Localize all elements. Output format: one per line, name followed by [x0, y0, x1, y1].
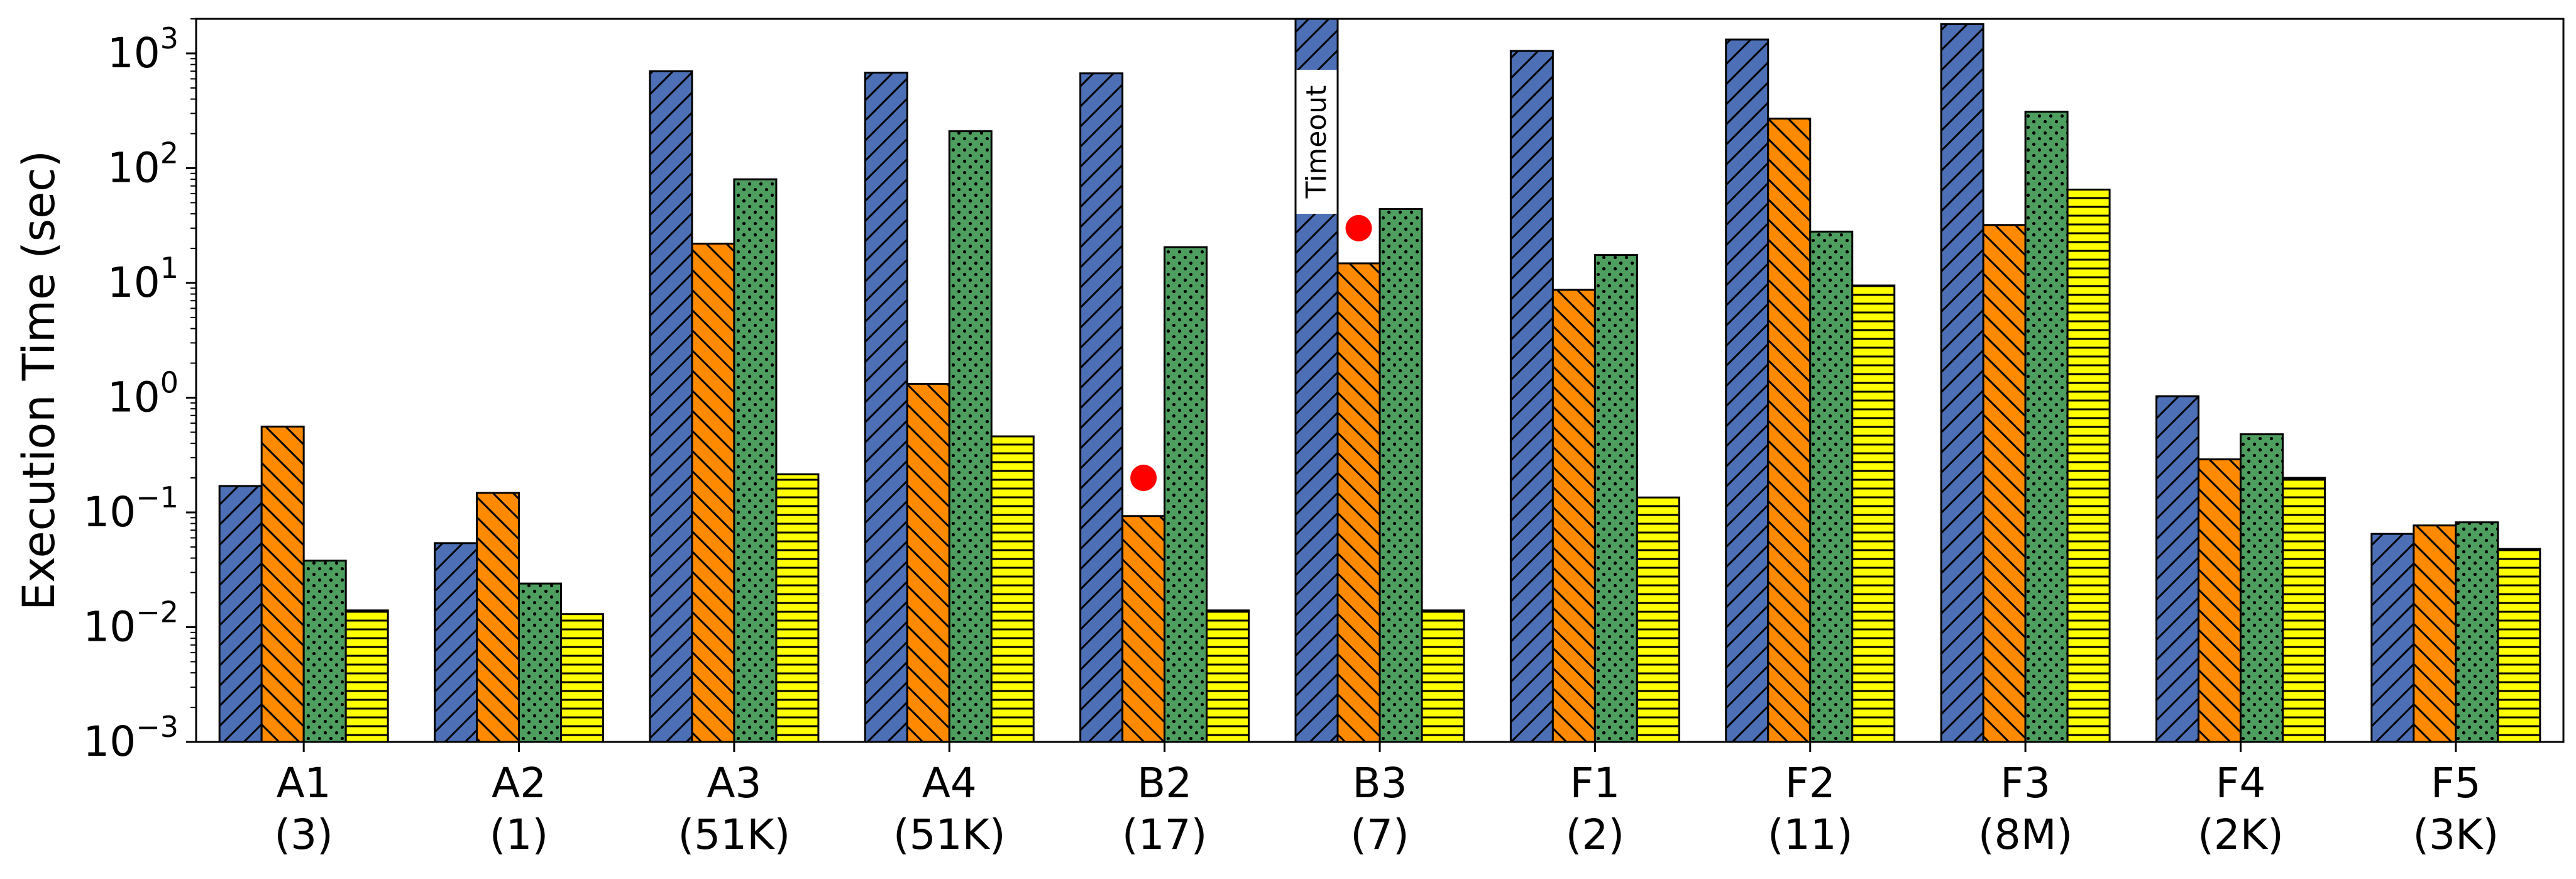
bar-a1-series-2 [260, 425, 305, 743]
bar-a2-series-1 [434, 542, 478, 743]
category-label: B3 [1352, 759, 1407, 807]
bar-b3-series-3 [1379, 208, 1423, 743]
bar-a2-series-4 [560, 613, 605, 743]
marker-b3 [1345, 214, 1372, 241]
timeout-label-box [1296, 69, 1337, 214]
marker-layer [1130, 214, 1372, 492]
category-sublabel: (51K) [893, 810, 1006, 859]
bar-a2-series-3 [518, 582, 563, 743]
bar-f5-series-3 [2455, 521, 2499, 743]
bar-b2-series-3 [1164, 246, 1208, 743]
category-label: F4 [2215, 759, 2265, 807]
bar-f2-series-4 [1851, 284, 1896, 743]
category-label: A2 [492, 759, 546, 807]
bar-b2-series-2 [1121, 515, 1166, 743]
bar-f3-series-1 [1940, 23, 1984, 743]
bar-f3-series-3 [2024, 111, 2069, 743]
category-label: A1 [277, 759, 331, 807]
axes-layer: 10−310−210−1100101102103A1(3)A2(1)A3(51K… [13, 18, 2565, 859]
bar-f1-series-2 [1551, 289, 1596, 743]
bar-f5-series-2 [2413, 524, 2457, 743]
category-sublabel: (3K) [2413, 810, 2499, 859]
bars-layer [218, 18, 2541, 743]
bar-b2-series-1 [1079, 72, 1124, 743]
category-label: A3 [707, 759, 761, 807]
bar-a4-series-2 [906, 382, 950, 743]
category-label: B2 [1137, 759, 1192, 807]
bar-f2-series-2 [1767, 118, 1812, 743]
category-sublabel: (2) [1566, 810, 1625, 859]
bar-a3-series-4 [775, 473, 820, 743]
bar-a1-series-3 [302, 560, 347, 743]
bar-a3-series-1 [649, 70, 693, 743]
bar-a4-series-4 [990, 435, 1035, 743]
category-sublabel: (3) [274, 810, 333, 859]
bar-a3-series-2 [691, 242, 735, 743]
bar-f3-series-2 [1982, 224, 2027, 743]
bar-f4-series-3 [2239, 433, 2284, 743]
y-tick-label: 102 [107, 136, 179, 192]
y-tick-label: 100 [107, 365, 179, 421]
category-label: F1 [1570, 759, 1620, 807]
category-sublabel: (7) [1350, 810, 1409, 859]
bar-f5-series-1 [2370, 533, 2415, 743]
bar-a3-series-3 [733, 178, 778, 743]
annotation-layer: Timeout [1296, 69, 1337, 214]
bar-b3-series-2 [1336, 262, 1381, 743]
category-label: F3 [2000, 759, 2050, 807]
bar-b2-series-4 [1206, 609, 1250, 743]
category-sublabel: (11) [1768, 810, 1852, 859]
bar-f1-series-4 [1636, 496, 1680, 743]
category-sublabel: (51K) [678, 810, 791, 859]
bar-f1-series-3 [1593, 254, 1638, 743]
timeout-annotation: Timeout [1301, 86, 1333, 199]
bar-f5-series-4 [2497, 548, 2541, 743]
y-tick-label: 10−3 [83, 710, 179, 766]
y-axis-label: Execution Time (sec) [13, 150, 65, 611]
marker-b2 [1130, 465, 1157, 492]
bar-a4-series-3 [948, 130, 993, 743]
bar-f1-series-1 [1509, 50, 1554, 743]
bar-f2-series-3 [1809, 230, 1854, 743]
bar-a4-series-1 [864, 72, 908, 743]
bar-a1-series-4 [344, 609, 389, 743]
bar-f4-series-1 [2155, 395, 2199, 743]
category-label: F5 [2431, 759, 2481, 807]
bar-f4-series-2 [2197, 458, 2242, 743]
y-tick-label: 103 [107, 21, 179, 77]
bar-a2-series-2 [476, 492, 520, 743]
bar-f3-series-4 [2066, 189, 2111, 743]
bar-f4-series-4 [2281, 477, 2326, 743]
category-sublabel: (2K) [2198, 810, 2284, 859]
category-label: A4 [922, 759, 977, 807]
bar-a1-series-1 [218, 485, 263, 743]
category-sublabel: (8M) [1978, 810, 2072, 859]
bar-f2-series-1 [1725, 38, 1770, 743]
y-tick-label: 10−1 [83, 480, 179, 536]
category-sublabel: (1) [490, 810, 549, 859]
y-tick-label: 101 [107, 251, 179, 307]
bar-b3-series-4 [1421, 609, 1465, 743]
y-tick-label: 10−2 [83, 595, 179, 651]
category-sublabel: (17) [1122, 810, 1207, 859]
category-label: F2 [1785, 759, 1836, 807]
